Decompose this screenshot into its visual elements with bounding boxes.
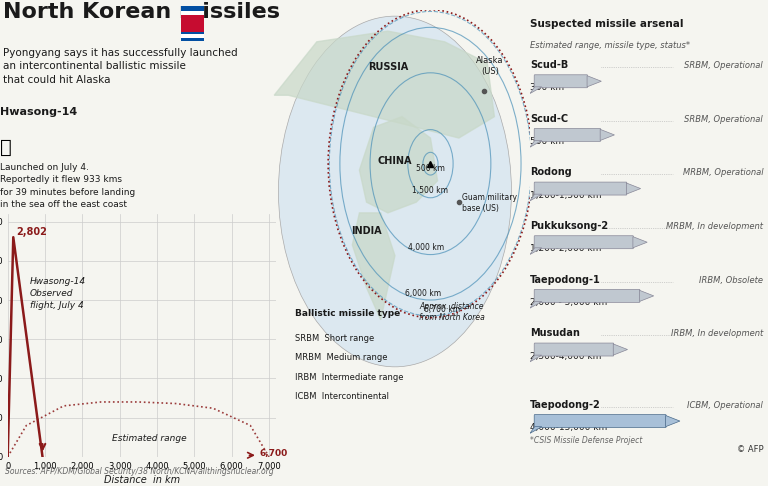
Text: Approx. distance
from North Korea: Approx. distance from North Korea [419,302,485,322]
Text: IRBM, In development: IRBM, In development [671,330,763,338]
Polygon shape [600,129,614,140]
Circle shape [279,16,511,367]
Text: Estimated range: Estimated range [112,434,187,443]
FancyBboxPatch shape [535,128,601,141]
Text: MRBM  Medium range: MRBM Medium range [296,353,388,363]
Text: 6,700 km: 6,700 km [424,305,460,313]
Polygon shape [530,194,541,201]
Text: Taepodong-1: Taepodong-1 [530,275,601,285]
Text: 1,200-2,000 km: 1,200-2,000 km [530,244,601,253]
Text: 6,000 km: 6,000 km [406,289,442,298]
Polygon shape [274,31,495,138]
Text: Alaska
(US): Alaska (US) [476,56,504,76]
Polygon shape [666,416,680,427]
Text: SRBM, Operational: SRBM, Operational [684,115,763,124]
Text: Taepodong-2: Taepodong-2 [530,400,601,410]
Text: Suspected missile arsenal: Suspected missile arsenal [530,18,684,29]
Text: 1,500 km: 1,500 km [412,187,449,195]
Text: CHINA: CHINA [378,156,412,166]
Polygon shape [640,290,654,301]
FancyBboxPatch shape [535,415,666,428]
Polygon shape [530,355,541,362]
Polygon shape [530,248,541,255]
Text: Ballistic missile type: Ballistic missile type [296,309,401,317]
Text: ICBM, Operational: ICBM, Operational [687,401,763,410]
Text: Pukkuksong-2: Pukkuksong-2 [530,221,608,231]
Text: 1,200-1,500 km: 1,200-1,500 km [530,191,601,200]
Polygon shape [359,117,438,213]
Text: Rodong: Rodong [530,167,571,177]
Text: ICBM  Intercontinental: ICBM Intercontinental [296,392,389,401]
FancyBboxPatch shape [535,343,614,356]
Polygon shape [353,213,395,320]
Text: IRBM  Intermediate range: IRBM Intermediate range [296,373,404,382]
FancyBboxPatch shape [535,75,588,88]
Text: Hwasong-14: Hwasong-14 [0,107,78,117]
Bar [181,6,204,41]
Bar [181,11,204,15]
Text: 4,000-15,000 km: 4,000-15,000 km [530,423,607,432]
Text: *CSIS Missile Defense Project: *CSIS Missile Defense Project [530,436,642,446]
Text: SRBM  Short range: SRBM Short range [296,334,375,343]
FancyBboxPatch shape [535,289,640,302]
Bar [181,15,204,32]
Text: IRBM, Obsolete: IRBM, Obsolete [699,276,763,285]
Text: INDIA: INDIA [351,226,382,236]
FancyBboxPatch shape [535,236,634,249]
Polygon shape [587,76,601,87]
Text: Estimated range, missile type, status*: Estimated range, missile type, status* [530,41,690,50]
Text: Pyongyang says it has successfully launched
an intercontinental ballistic missil: Pyongyang says it has successfully launc… [3,48,237,85]
Polygon shape [530,87,541,93]
Text: Launched on July 4.
Reportedly it flew 933 kms
for 39 minutes before landing
in : Launched on July 4. Reportedly it flew 9… [0,163,135,209]
Polygon shape [627,183,641,194]
Text: MRBM, Operational: MRBM, Operational [683,168,763,177]
Text: 🚀: 🚀 [0,138,12,157]
Text: Musudan: Musudan [530,329,580,338]
Text: Scud-C: Scud-C [530,114,568,124]
Text: 500 km: 500 km [530,137,564,146]
Polygon shape [530,140,541,147]
Text: 2,500-4,000 km: 2,500-4,000 km [530,352,601,361]
Text: MRBM, In development: MRBM, In development [666,222,763,231]
FancyBboxPatch shape [535,182,627,195]
Text: 4,000 km: 4,000 km [408,243,444,252]
Bar [181,34,204,38]
Text: SRBM, Operational: SRBM, Operational [684,61,763,70]
Text: North Korean missiles: North Korean missiles [3,2,280,22]
Text: RUSSIA: RUSSIA [368,62,408,71]
Text: 2,000 - 5,000 km: 2,000 - 5,000 km [530,298,607,307]
Text: 2,802: 2,802 [16,227,47,237]
Text: Guam military
base (US): Guam military base (US) [462,193,517,213]
Polygon shape [613,344,627,355]
X-axis label: Distance  in km: Distance in km [104,475,180,485]
Polygon shape [633,237,647,248]
Text: 500 km: 500 km [416,164,445,173]
Polygon shape [530,427,541,434]
Text: Scud-B: Scud-B [530,60,568,70]
Text: Sources: AFP/KDM/Global Security/38 North/KCNA/allthingsnuclear.org: Sources: AFP/KDM/Global Security/38 Nort… [5,467,274,476]
Text: 300 km: 300 km [530,84,564,92]
Polygon shape [530,301,541,308]
Text: Hwasong-14
Observed
flight, July 4: Hwasong-14 Observed flight, July 4 [30,278,86,310]
Text: 6,700: 6,700 [260,449,288,458]
Text: © AFP: © AFP [737,445,763,454]
